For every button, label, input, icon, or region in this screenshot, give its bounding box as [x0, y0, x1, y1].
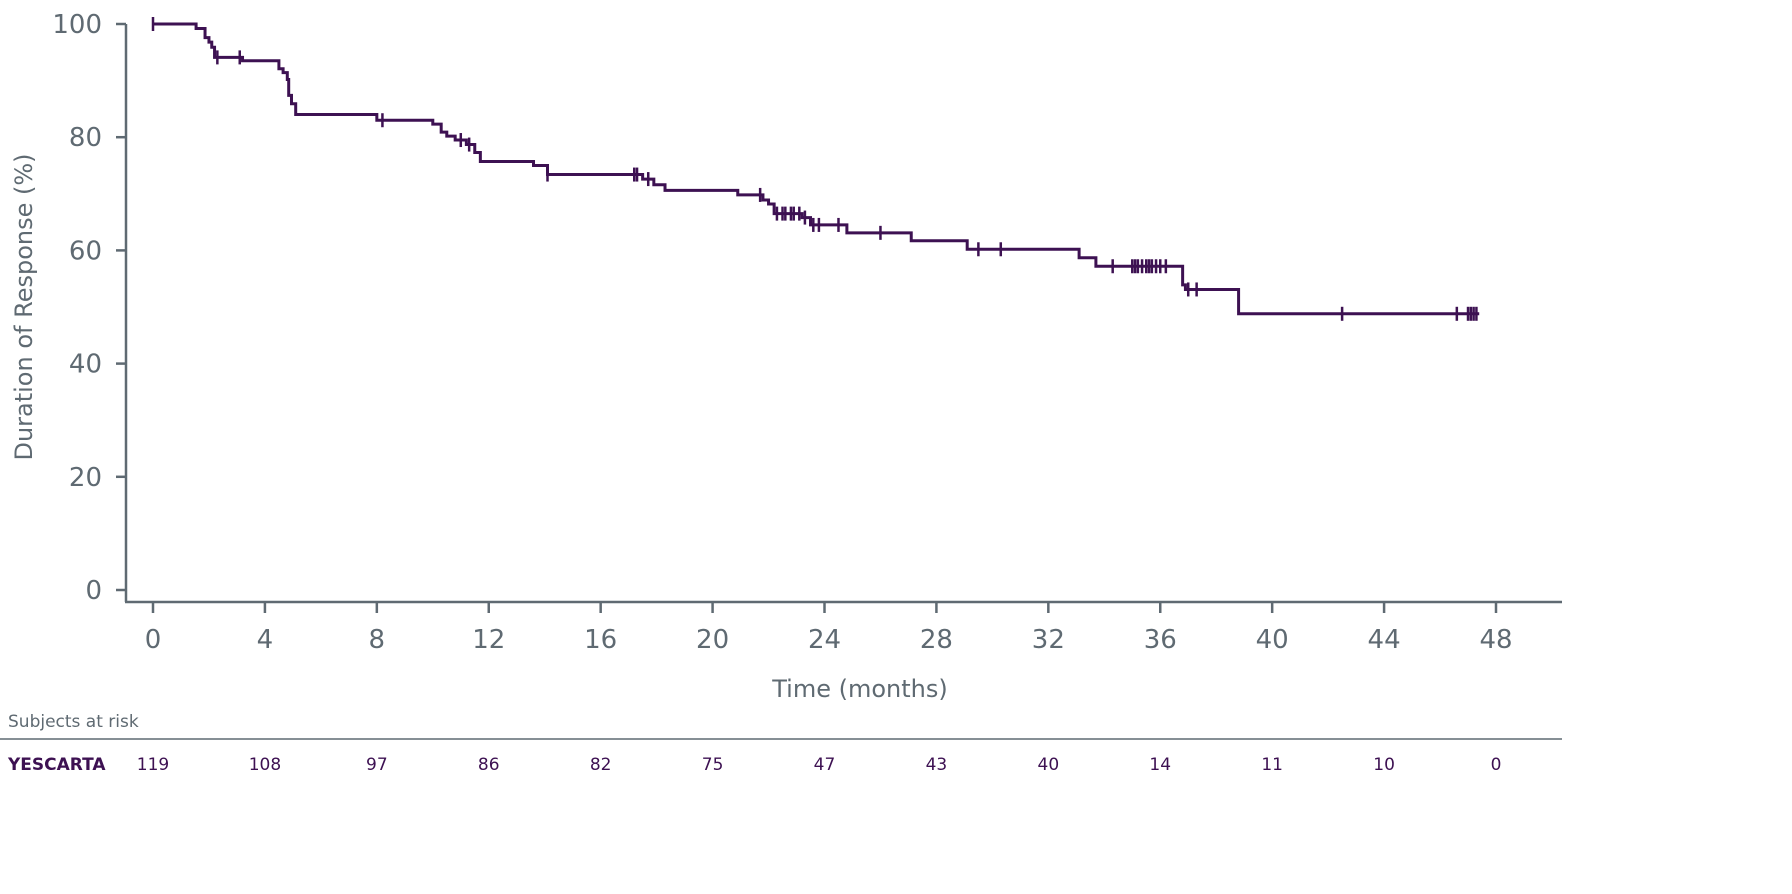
y-tick-label: 0	[85, 576, 102, 606]
risk-value: 14	[1149, 755, 1171, 775]
x-tick-label: 20	[696, 625, 729, 655]
x-tick-label: 32	[1032, 625, 1065, 655]
y-tick-label: 80	[69, 123, 102, 153]
x-tick-label: 0	[145, 625, 162, 655]
x-tick-label: 8	[369, 625, 386, 655]
y-tick-label: 100	[52, 10, 102, 40]
risk-value: 43	[926, 755, 948, 775]
risk-value: 82	[590, 755, 612, 775]
axes	[116, 22, 1562, 613]
risk-value: 119	[137, 755, 169, 775]
risk-value: 86	[478, 755, 500, 775]
risk-value: 47	[814, 755, 836, 775]
series-group	[151, 17, 1480, 321]
risk-value: 10	[1373, 755, 1395, 775]
x-axis-label: Time (months)	[771, 675, 948, 703]
y-axis-label: Duration of Response (%)	[10, 153, 38, 460]
risk-value: 40	[1038, 755, 1060, 775]
risk-value: 11	[1261, 755, 1283, 775]
risk-row-label: YESCARTA	[7, 755, 106, 775]
risk-table-title: Subjects at risk	[8, 712, 139, 732]
x-tick-label: 44	[1368, 625, 1401, 655]
y-tick-label: 40	[69, 350, 102, 380]
risk-table: YESCARTA 119 108 97 86 82 75 47 43 40 14 11 10 0	[7, 755, 1501, 775]
risk-value: 97	[366, 755, 388, 775]
x-tick-label: 24	[808, 625, 841, 655]
x-tick-label: 28	[920, 625, 953, 655]
risk-value: 0	[1491, 755, 1502, 775]
survival-curve	[153, 22, 1480, 316]
x-tick-label: 16	[584, 625, 617, 655]
x-tick-label: 40	[1256, 625, 1289, 655]
x-tick-label: 12	[472, 625, 505, 655]
x-tick-label: 48	[1479, 625, 1512, 655]
x-tick-label: 4	[257, 625, 274, 655]
x-tick-label: 36	[1144, 625, 1177, 655]
risk-value: 75	[702, 755, 724, 775]
risk-value: 108	[249, 755, 281, 775]
y-tick-label: 60	[69, 236, 102, 266]
y-tick-label: 20	[69, 463, 102, 493]
